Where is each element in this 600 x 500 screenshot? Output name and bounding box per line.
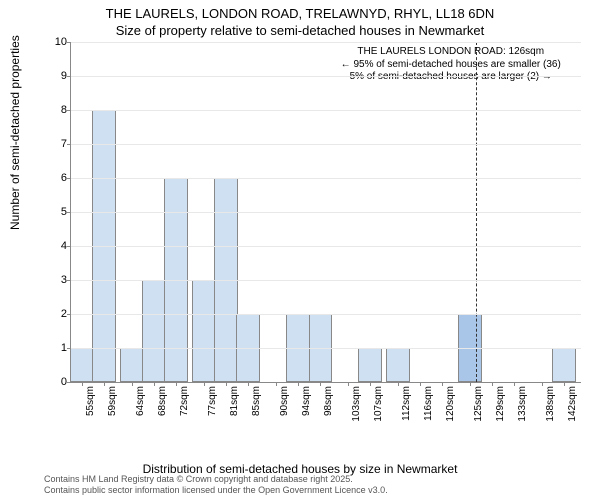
x-tick-mark [204, 382, 205, 386]
y-tick-mark [67, 144, 71, 145]
chart-title: THE LAURELS, LONDON ROAD, TRELAWNYD, RHY… [0, 0, 600, 40]
title-line-2: Size of property relative to semi-detach… [116, 23, 485, 38]
gridline [71, 110, 581, 111]
y-tick-mark [67, 178, 71, 179]
annotation-line-1: THE LAURELS LONDON ROAD: 126sqm [357, 46, 544, 57]
annotation-line-2: ← 95% of semi-detached houses are smalle… [341, 59, 561, 70]
x-tick-label: 107sqm [373, 386, 384, 446]
footnote-line-2: Contains public sector information licen… [44, 485, 388, 495]
y-tick-label: 2 [51, 308, 67, 320]
chart-container: THE LAURELS, LONDON ROAD, TRELAWNYD, RHY… [0, 0, 600, 500]
x-tick-label: 116sqm [423, 386, 434, 446]
bar [358, 348, 382, 382]
x-tick-mark [470, 382, 471, 386]
x-tick-label: 103sqm [351, 386, 362, 446]
x-tick-mark [154, 382, 155, 386]
y-tick-label: 7 [51, 138, 67, 150]
y-tick-label: 4 [51, 240, 67, 252]
x-tick-mark [514, 382, 515, 386]
x-tick-mark [176, 382, 177, 386]
x-tick-mark [132, 382, 133, 386]
y-tick-label: 3 [51, 274, 67, 286]
gridline [71, 178, 581, 179]
x-tick-label: 138sqm [545, 386, 556, 446]
x-tick-label: 129sqm [495, 386, 506, 446]
x-tick-mark [348, 382, 349, 386]
y-tick-mark [67, 280, 71, 281]
gridline [71, 76, 581, 77]
footnote: Contains HM Land Registry data © Crown c… [44, 474, 388, 496]
x-tick-mark [276, 382, 277, 386]
y-tick-mark [67, 246, 71, 247]
gridline [71, 144, 581, 145]
plot-area: THE LAURELS LONDON ROAD: 126sqm ← 95% of… [70, 42, 581, 383]
gridline [71, 314, 581, 315]
x-tick-label: 72sqm [179, 386, 190, 446]
x-tick-label: 55sqm [85, 386, 96, 446]
bar [552, 348, 576, 382]
x-tick-mark [298, 382, 299, 386]
x-tick-mark [442, 382, 443, 386]
bar [142, 280, 166, 382]
y-tick-mark [67, 348, 71, 349]
gridline [71, 280, 581, 281]
x-tick-label: 81sqm [229, 386, 240, 446]
x-tick-label: 142sqm [567, 386, 578, 446]
x-tick-label: 98sqm [323, 386, 334, 446]
y-tick-label: 5 [51, 206, 67, 218]
x-tick-mark [82, 382, 83, 386]
y-tick-label: 9 [51, 70, 67, 82]
x-tick-label: 64sqm [135, 386, 146, 446]
x-tick-mark [248, 382, 249, 386]
y-tick-mark [67, 76, 71, 77]
x-tick-label: 125sqm [473, 386, 484, 446]
y-tick-label: 10 [51, 36, 67, 48]
x-tick-mark [542, 382, 543, 386]
x-tick-mark [564, 382, 565, 386]
gridline [71, 246, 581, 247]
y-tick-mark [67, 110, 71, 111]
x-tick-label: 90sqm [279, 386, 290, 446]
x-tick-mark [398, 382, 399, 386]
y-tick-label: 1 [51, 342, 67, 354]
y-tick-label: 0 [51, 376, 67, 388]
gridline [71, 42, 581, 43]
gridline [71, 348, 581, 349]
annotation-box: THE LAURELS LONDON ROAD: 126sqm ← 95% of… [341, 46, 561, 84]
x-tick-mark [370, 382, 371, 386]
y-tick-mark [67, 314, 71, 315]
x-tick-label: 94sqm [301, 386, 312, 446]
x-tick-label: 68sqm [157, 386, 168, 446]
title-line-1: THE LAURELS, LONDON ROAD, TRELAWNYD, RHY… [106, 6, 495, 21]
x-tick-mark [104, 382, 105, 386]
y-tick-label: 6 [51, 172, 67, 184]
bar [386, 348, 410, 382]
y-axis-label: Number of semi-detached properties [8, 35, 22, 230]
x-tick-label: 120sqm [445, 386, 456, 446]
x-tick-label: 85sqm [251, 386, 262, 446]
gridline [71, 212, 581, 213]
x-tick-mark [320, 382, 321, 386]
bar [192, 280, 216, 382]
x-tick-mark [226, 382, 227, 386]
chart-area: THE LAURELS LONDON ROAD: 126sqm ← 95% of… [40, 42, 585, 437]
footnote-line-1: Contains HM Land Registry data © Crown c… [44, 474, 353, 484]
x-tick-label: 77sqm [207, 386, 218, 446]
x-tick-mark [492, 382, 493, 386]
y-tick-label: 8 [51, 104, 67, 116]
bar [70, 348, 94, 382]
y-tick-mark [67, 382, 71, 383]
x-tick-label: 133sqm [517, 386, 528, 446]
x-tick-mark [420, 382, 421, 386]
y-tick-mark [67, 42, 71, 43]
y-tick-mark [67, 212, 71, 213]
bar [120, 348, 144, 382]
x-tick-label: 112sqm [401, 386, 412, 446]
x-tick-label: 59sqm [107, 386, 118, 446]
